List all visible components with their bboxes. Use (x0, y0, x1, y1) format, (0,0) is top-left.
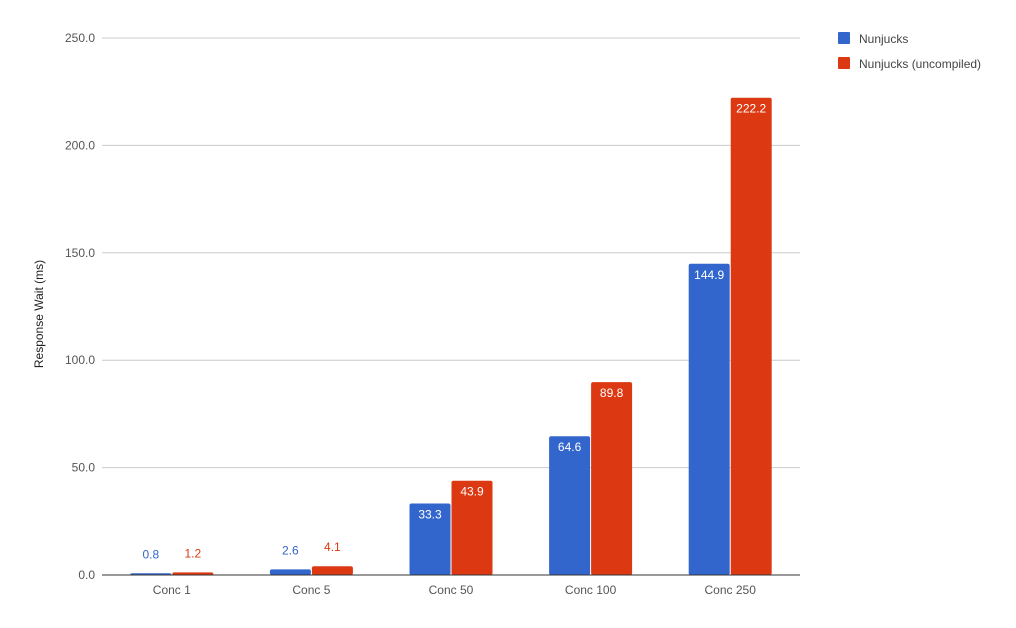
bar-nunjucks-uncompiled (451, 480, 493, 575)
legend: Nunjucks Nunjucks (uncompiled) (838, 32, 981, 71)
bars (130, 97, 772, 575)
data-label: 89.8 (600, 386, 624, 400)
legend-label: Nunjucks (859, 32, 908, 46)
data-label: 0.8 (142, 547, 159, 561)
gridlines (102, 37, 800, 469)
bar-nunjucks-uncompiled (591, 382, 633, 575)
x-tick-label: Conc 250 (705, 583, 757, 597)
data-label: 144.9 (694, 268, 724, 282)
data-label: 64.6 (558, 440, 582, 454)
data-labels: 0.8 1.2 2.6 4.1 33.3 43.9 64.6 89.8 144.9 222.2 (142, 102, 766, 562)
data-label: 43.9 (460, 485, 484, 499)
data-label: 1.2 (184, 546, 201, 560)
bar-nunjucks-uncompiled (172, 572, 214, 575)
bar-nunjucks (688, 263, 730, 575)
data-label: 222.2 (736, 102, 766, 116)
y-axis-title: Response Wait (ms) (32, 260, 46, 368)
x-tick-label: Conc 1 (153, 583, 191, 597)
x-tick-label: Conc 50 (429, 583, 474, 597)
legend-swatch (838, 57, 850, 69)
legend-swatch (838, 32, 850, 44)
bar-nunjucks-uncompiled (311, 566, 353, 575)
bar-nunjucks (409, 503, 451, 575)
data-label: 4.1 (324, 540, 341, 554)
data-label: 33.3 (418, 507, 442, 521)
axes: 0.0 50.0 100.0 150.0 200.0 250.0 Conc 1 Conc 5 C… (65, 31, 800, 597)
legend-label: Nunjucks (uncompiled) (859, 57, 981, 71)
y-tick-label: 50.0 (72, 461, 96, 475)
y-tick-label: 150.0 (65, 246, 95, 260)
y-tick-label: 0.0 (78, 568, 95, 582)
bar-nunjucks (549, 436, 591, 575)
y-tick-label: 100.0 (65, 353, 95, 367)
bar-nunjucks (269, 569, 311, 575)
y-tick-label: 250.0 (65, 31, 95, 45)
data-label: 2.6 (282, 543, 299, 557)
x-tick-label: Conc 100 (565, 583, 617, 597)
bar-nunjucks-uncompiled (730, 97, 772, 575)
y-tick-label: 200.0 (65, 138, 95, 152)
x-tick-label: Conc 5 (292, 583, 330, 597)
